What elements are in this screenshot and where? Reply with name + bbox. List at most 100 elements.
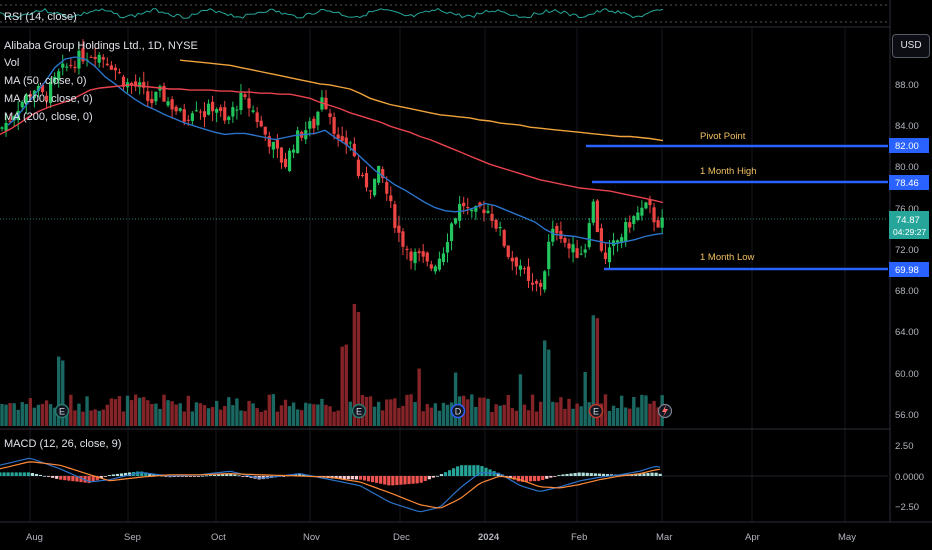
- month-low-level[interactable]: 1 Month Low: [604, 252, 888, 271]
- candle-body: [624, 221, 628, 242]
- candle-body: [401, 231, 405, 247]
- volume-bar: [640, 394, 644, 426]
- candle-body: [292, 149, 296, 153]
- event-marker[interactable]: D: [450, 403, 466, 419]
- macd-histogram-bar: [342, 476, 346, 479]
- macd-histogram-bar: [123, 472, 128, 476]
- time-label-dec: Dec: [393, 532, 410, 543]
- volume-bar: [57, 356, 61, 426]
- volume-bar: [579, 406, 583, 426]
- macd-histogram-bar: [55, 476, 59, 479]
- volume-bar: [239, 410, 243, 426]
- symbol-legend[interactable]: Alibaba Group Holdings Ltd., 1D, NYSE: [4, 40, 198, 52]
- vol-legend[interactable]: Vol: [4, 57, 20, 69]
- volume-bar: [372, 406, 377, 426]
- volume-bar: [170, 401, 174, 426]
- candle-body: [441, 253, 446, 263]
- time-label-2024: 2024: [478, 532, 500, 543]
- marker-letter: D: [455, 407, 462, 417]
- candle-body: [44, 95, 49, 102]
- candle-body: [648, 199, 652, 206]
- volume-bar: [530, 394, 535, 426]
- rsi-legend[interactable]: RSI (14, close): [4, 11, 77, 23]
- volume-bar: [413, 401, 417, 426]
- month-high-level[interactable]: 1 Month High: [592, 166, 888, 184]
- candle-body: [190, 113, 194, 121]
- volume-bar: [502, 404, 506, 426]
- macd-signal-line: [0, 461, 661, 509]
- volume-bar: [77, 403, 81, 426]
- macd-axis[interactable]: 2.50 0.0000 −2.50: [895, 441, 924, 513]
- candle-body: [364, 173, 369, 188]
- macd-histogram-bar: [435, 475, 439, 477]
- candle-body: [563, 237, 567, 243]
- lightning-icon[interactable]: [657, 403, 673, 419]
- volume-bar: [0, 404, 4, 426]
- macd-histogram-bar: [447, 470, 452, 476]
- candle-body: [263, 126, 267, 135]
- macd-histogram-bar: [22, 472, 26, 476]
- candle-body: [603, 252, 608, 260]
- volume-bar: [401, 405, 405, 426]
- candle-body: [166, 101, 170, 106]
- volume-bar: [624, 407, 628, 426]
- currency-button[interactable]: USD: [892, 34, 930, 58]
- event-marker[interactable]: E: [351, 403, 367, 419]
- volume-bar: [324, 404, 328, 426]
- volume-bar: [356, 311, 361, 426]
- volume-bar: [48, 404, 53, 426]
- macd-histogram-bar: [496, 472, 500, 476]
- event-marker[interactable]: E: [588, 403, 604, 419]
- candle-body: [595, 200, 599, 232]
- volume-bar: [308, 403, 312, 426]
- volume-bar: [478, 397, 482, 426]
- time-axis[interactable]: Aug Sep Oct Nov Dec 2024 Feb Mar Apr May: [26, 532, 856, 543]
- macd-histogram-bar: [241, 476, 245, 477]
- volume-bar: [518, 374, 523, 426]
- candle-body: [267, 136, 271, 147]
- candle-body: [462, 202, 466, 207]
- volume-bar: [283, 399, 288, 426]
- ma100-legend[interactable]: MA (100, close, 0): [4, 93, 93, 105]
- ma50-legend[interactable]: MA (50, close, 0): [4, 75, 87, 87]
- volume-bar: [247, 400, 251, 426]
- volume-bar: [571, 408, 575, 426]
- macd-histogram-bar: [34, 473, 39, 476]
- ma200-line: [179, 59, 664, 142]
- macd-histogram-bar: [403, 476, 407, 485]
- macd-histogram-bar: [14, 472, 18, 476]
- volume-bar: [65, 408, 69, 426]
- macd-histogram-bar: [346, 476, 350, 480]
- candle-body: [470, 209, 474, 212]
- price-tick: 68.00: [895, 286, 919, 297]
- macd-histogram-bar: [419, 476, 423, 483]
- volume-bar: [28, 398, 33, 426]
- volume-bar: [154, 403, 158, 426]
- volume-bar: [235, 398, 239, 426]
- time-label-apr: Apr: [745, 532, 760, 543]
- pivot-point-level[interactable]: Pivot Point: [586, 131, 888, 148]
- volume-bar: [336, 410, 340, 426]
- price-axis[interactable]: 88.00 84.00 80.00 76.00 72.00 68.00 64.0…: [895, 80, 919, 421]
- candle-body: [616, 240, 620, 243]
- volume-bar: [328, 406, 332, 426]
- macd-histogram-bar: [399, 476, 403, 485]
- volume-bar: [174, 404, 178, 426]
- macd-histogram-bar: [375, 476, 379, 483]
- macd-histogram-bar: [609, 474, 614, 476]
- volume-bar: [178, 403, 182, 426]
- macd-histogram-bar: [229, 473, 233, 476]
- candle-body: [437, 258, 441, 270]
- ma200-legend[interactable]: MA (200, close, 0): [4, 111, 93, 123]
- event-marker[interactable]: E: [54, 403, 70, 419]
- price-tick: 88.00: [895, 80, 919, 91]
- candle-body: [251, 110, 255, 112]
- volume-bar: [425, 404, 429, 426]
- macd-legend[interactable]: MACD (12, 26, close, 9): [4, 438, 122, 450]
- volume-bar: [44, 400, 49, 426]
- marker-circle: [54, 403, 70, 419]
- macd-histogram-bar: [350, 476, 354, 480]
- candle-body: [502, 230, 506, 247]
